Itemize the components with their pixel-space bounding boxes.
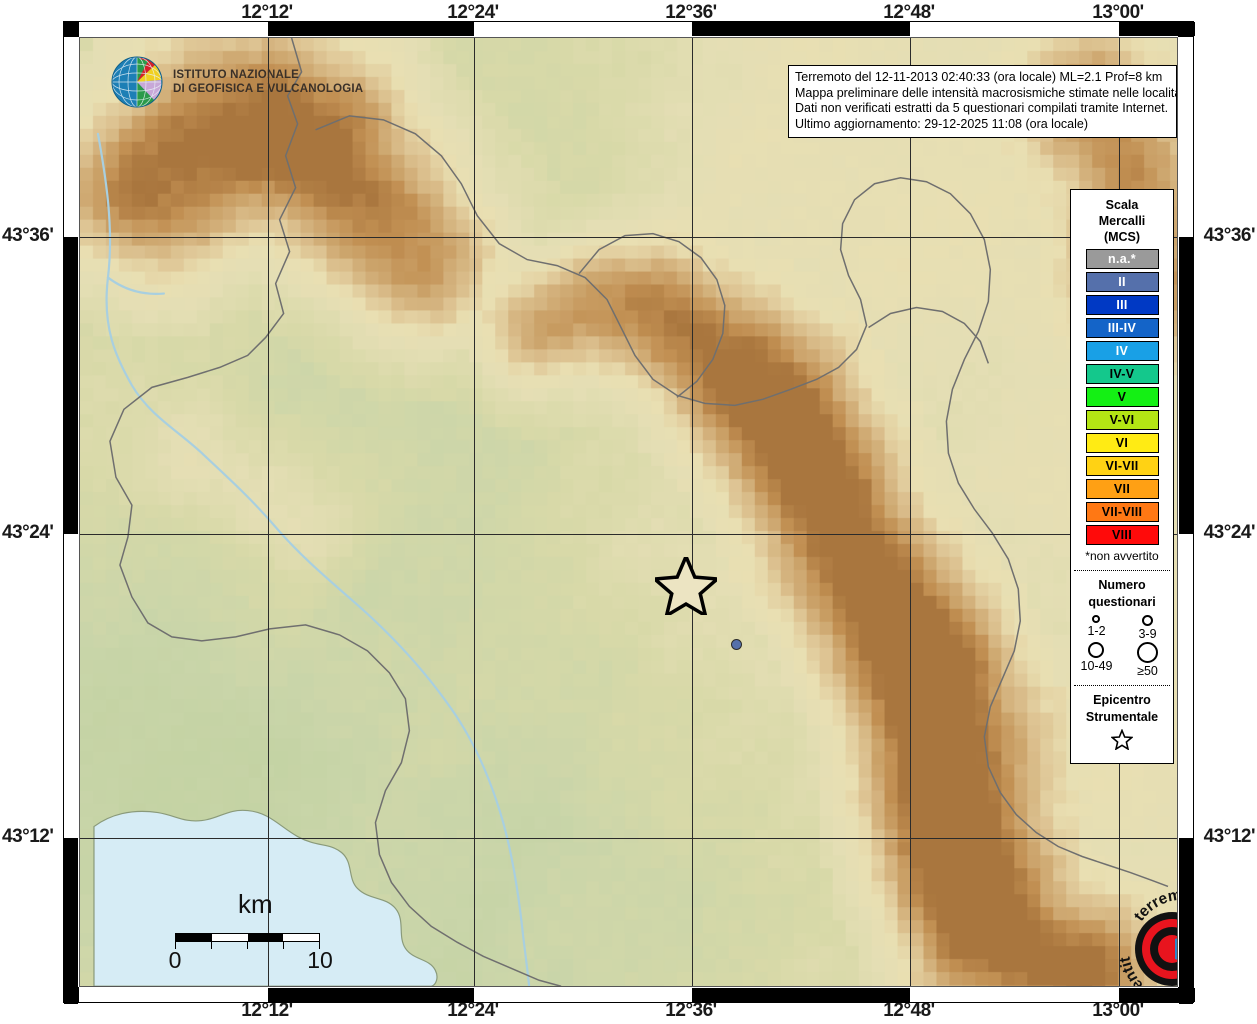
questionnaire-size-label: 10-49 <box>1080 659 1113 673</box>
lake-trasimeno <box>93 809 438 986</box>
mercalli-swatch[interactable]: IV <box>1085 341 1159 361</box>
graticule-parallel <box>80 838 1177 839</box>
latitude-tick-label: 43°36' <box>1203 225 1256 246</box>
ingv-line-2: DI GEOFISICA E VULCANOLOGIA <box>173 83 364 95</box>
mercalli-swatch[interactable]: VIII <box>1085 525 1159 545</box>
info-box-line: Terremoto del 12-11-2013 02:40:33 (ora l… <box>795 70 1163 84</box>
ingv-logo: ISTITUTO NAZIONALE DI GEOFISICA E VULCAN… <box>110 55 363 109</box>
mercalli-swatch[interactable]: III-IV <box>1085 318 1159 338</box>
haisentitoilterremoto-logo[interactable]: ? terremoto .it haisentitoil www. <box>1110 870 1177 986</box>
questionnaire-size-label: ≥50 <box>1137 664 1158 678</box>
ingv-globe-icon <box>111 56 163 108</box>
latitude-tick-label: 43°24' <box>1203 522 1256 543</box>
earthquake-info-box: Terremoto del 12-11-2013 02:40:33 (ora l… <box>788 65 1178 139</box>
graticule-meridian <box>910 38 911 986</box>
legend-title: Scala Mercalli (MCS) <box>1071 197 1173 245</box>
longitude-tick-label: 12°12' <box>241 1000 293 1021</box>
legend-title-line: Scala <box>1105 198 1139 212</box>
questionnaire-circle-icon <box>1141 615 1153 626</box>
graticule-parallel <box>80 534 1177 535</box>
longitude-tick-label: 12°36' <box>665 2 717 23</box>
epicenter-title-line: Epicentro <box>1093 693 1151 707</box>
mercalli-swatch[interactable]: VII <box>1085 479 1159 499</box>
intensity-point[interactable] <box>730 638 742 650</box>
longitude-tick-label: 12°48' <box>883 2 935 23</box>
mercalli-swatch[interactable]: n.a.* <box>1085 249 1159 269</box>
mercalli-swatch[interactable]: V-VI <box>1085 410 1159 430</box>
questionnaire-title-line: Numero <box>1098 578 1146 592</box>
longitude-tick-label: 12°24' <box>447 2 499 23</box>
epicenter-legend-title: Epicentro Strumentale <box>1071 692 1173 726</box>
mercalli-swatch[interactable]: VI-VII <box>1085 456 1159 476</box>
legend-divider-1 <box>1074 570 1170 571</box>
info-box-line: Ultimo aggiornamento: 29-12-2025 11:08 (… <box>795 116 1088 131</box>
latitude-tick-label: 43°24' <box>2 522 54 543</box>
legend-footnote: *non avvertito <box>1085 549 1159 563</box>
river-network <box>96 132 531 986</box>
latitude-tick-label: 43°12' <box>1203 826 1256 847</box>
mercalli-swatch[interactable]: VI <box>1085 433 1159 453</box>
map-legend: Scala Mercalli (MCS) n.a.* II III III-IV IV IV-… <box>1070 189 1174 764</box>
mercalli-swatch[interactable]: IV-V <box>1085 364 1159 384</box>
longitude-tick-label: 13°00' <box>1092 2 1144 23</box>
scale-bar-min-label: 0 <box>168 947 182 973</box>
mercalli-swatch[interactable]: VII-VIII <box>1085 502 1159 522</box>
latitude-tick-label: 43°12' <box>2 826 54 847</box>
mercalli-swatch[interactable]: III <box>1085 295 1159 315</box>
latitude-tick-label: 43°36' <box>2 225 54 246</box>
legend-title-line: (MCS) <box>1103 230 1141 244</box>
graticule-meridian <box>474 38 475 986</box>
questionnaire-size-classes: 1-2 3-9 10-49 ≥50 <box>1071 615 1173 678</box>
scale-bar-unit: km <box>238 889 273 919</box>
questionnaire-circle-icon <box>1092 615 1101 623</box>
vector-overlay-layer <box>93 38 1169 986</box>
info-box-line: Mappa preliminare delle intensità macros… <box>795 85 1178 100</box>
epicenter-title-line: Strumentale <box>1085 710 1159 724</box>
epicenter-star-icon <box>650 552 722 620</box>
scale-bar-max-label: 10 <box>307 947 333 973</box>
questionnaire-title-line: questionari <box>1088 595 1156 609</box>
ingv-line-1: ISTITUTO NAZIONALE <box>173 69 300 81</box>
longitude-tick-label: 12°12' <box>241 2 293 23</box>
scale-bar-segments <box>175 933 320 942</box>
longitude-tick-label: 12°48' <box>883 1000 935 1021</box>
epicenter-legend-star-icon <box>1071 728 1173 755</box>
legend-divider-2 <box>1074 685 1170 686</box>
questionnaire-circle-icon <box>1137 642 1158 663</box>
graticule-meridian <box>692 38 693 986</box>
mercalli-swatch[interactable]: II <box>1085 272 1159 292</box>
questionnaire-size-class: 3-9 <box>1138 615 1157 641</box>
longitude-tick-label: 12°24' <box>447 1000 499 1021</box>
questionnaire-size-class: ≥50 <box>1137 642 1158 678</box>
info-box-line: Dati non verificati estratti da 5 questi… <box>795 101 1169 116</box>
graticule-meridian <box>268 38 269 986</box>
legend-title-line: Mercalli <box>1098 214 1146 228</box>
map-canvas[interactable]: Perugia km 0 10 <box>79 37 1178 987</box>
map-frame: Perugia km 0 10 <box>63 21 1195 1004</box>
questionnaire-size-label: 1-2 <box>1087 624 1106 638</box>
questionnaire-size-class: 1-2 <box>1087 615 1106 641</box>
ingv-wordmark: ISTITUTO NAZIONALE DI GEOFISICA E VULCAN… <box>173 68 363 96</box>
questionnaire-legend-title: Numero questionari <box>1071 577 1173 611</box>
graticule-parallel <box>80 237 1177 238</box>
questionnaire-size-label: 3-9 <box>1138 627 1157 641</box>
questionnaire-size-class: 10-49 <box>1080 642 1113 678</box>
longitude-tick-label: 13°00' <box>1092 1000 1144 1021</box>
longitude-tick-label: 12°36' <box>665 1000 717 1021</box>
questionnaire-circle-icon <box>1088 642 1105 658</box>
mercalli-swatch[interactable]: V <box>1085 387 1159 407</box>
mercalli-scale-list: n.a.* II III III-IV IV IV-V V V-VI VI VI-VII VII VI… <box>1071 249 1173 545</box>
